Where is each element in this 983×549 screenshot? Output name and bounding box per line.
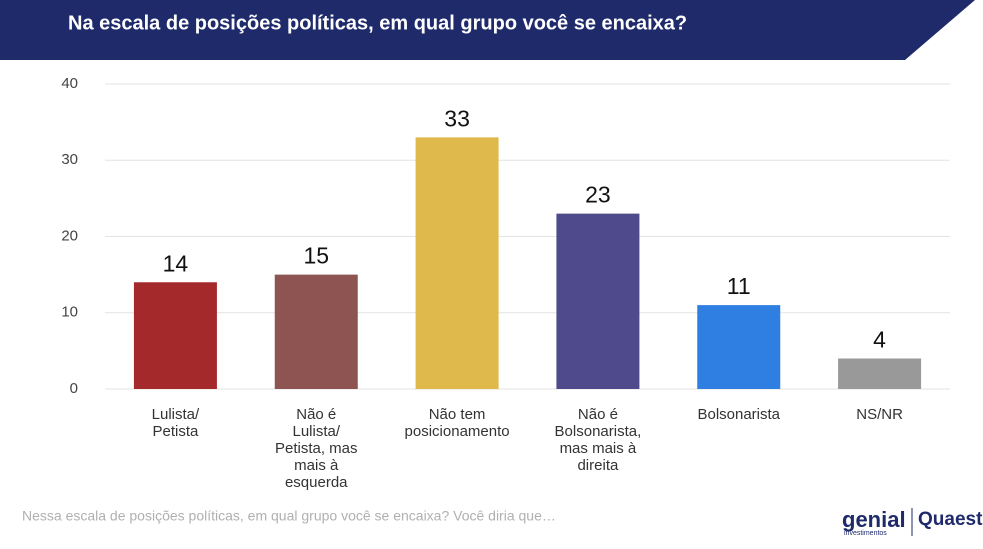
value-label: 14 [163,250,189,276]
y-tick-label: 10 [61,304,78,321]
value-label: 23 [585,182,611,208]
bar [133,282,217,389]
logo-sub: investimentos [844,530,887,537]
y-tick-label: 20 [61,227,78,244]
value-label: 33 [444,105,470,131]
value-label: 4 [873,327,886,353]
y-tick-label: 0 [70,380,78,397]
y-tick-label: 30 [61,151,78,168]
bar [838,358,922,389]
x-tick-label: NS/NR [856,406,903,423]
bar [556,213,640,389]
x-tick-label: Não é Bolsonarista, mas mais à direita [554,406,642,474]
header-band [0,0,975,60]
x-tick-label: Bolsonarista [697,406,781,423]
bar [697,305,781,389]
bar [415,137,499,389]
bar [274,274,358,389]
y-tick-label: 40 [61,75,78,92]
value-label: 15 [303,243,329,269]
x-tick-label: Não é Lulista/ Petista, mas mais à esque… [274,406,358,491]
value-label: 11 [727,273,751,299]
x-tick-label: Não tem posicionamento [404,406,510,440]
x-tick-label: Lulista/ Petista [151,406,200,440]
chart-title: Na escala de posições políticas, em qual… [68,12,687,34]
logo: Quaest [918,509,983,530]
logo: genial [842,507,906,532]
footnote: Nessa escala de posições políticas, em q… [22,508,556,524]
